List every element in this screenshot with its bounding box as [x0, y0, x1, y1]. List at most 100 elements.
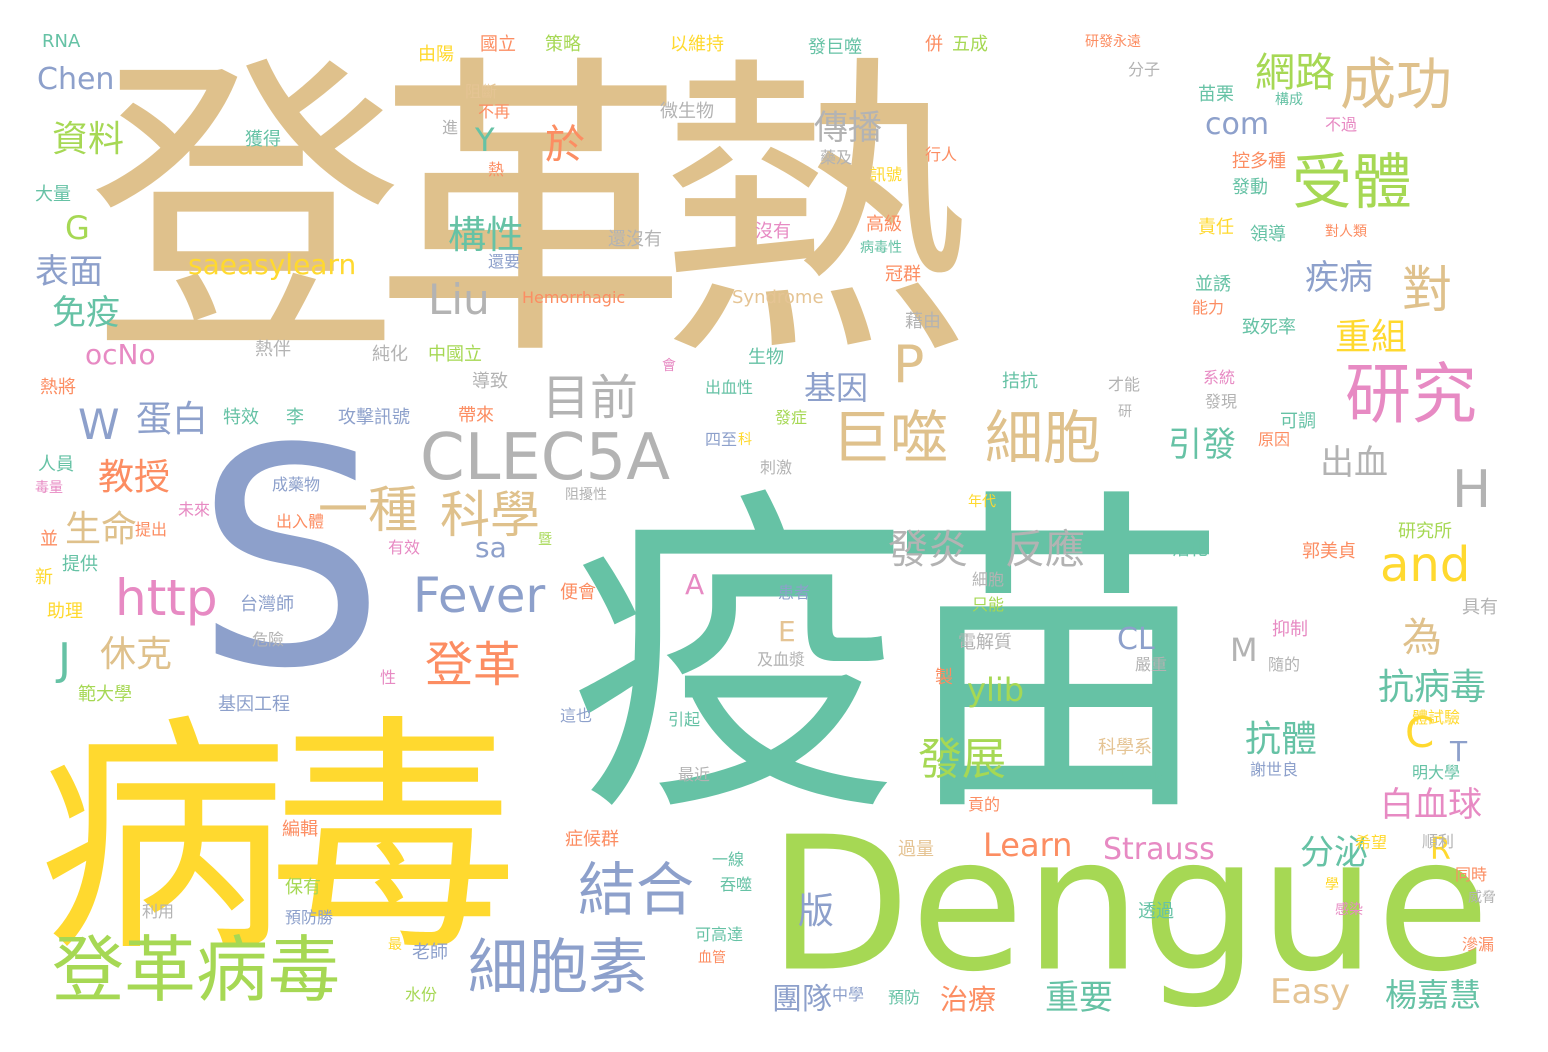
- word: Syndrome: [732, 287, 824, 308]
- word: 抗病毒: [1378, 667, 1487, 708]
- word: 細胞: [985, 404, 1102, 472]
- word: 並: [40, 529, 58, 550]
- word: 獲得: [245, 129, 281, 150]
- word: 年代: [968, 494, 996, 510]
- word: 有效: [388, 538, 421, 557]
- word: 保有: [285, 877, 321, 898]
- word: 利用: [142, 902, 175, 921]
- word: 謝世良: [1250, 760, 1299, 779]
- word: 過量: [898, 839, 934, 860]
- word: 還要: [488, 252, 521, 271]
- word: 研發永遠: [1085, 34, 1141, 50]
- word: 提出: [135, 520, 168, 539]
- word: 版: [798, 891, 835, 932]
- word: 四至: [705, 430, 738, 449]
- word: 未來: [178, 500, 211, 519]
- word: 症候群: [565, 829, 619, 850]
- word: and: [1380, 537, 1471, 593]
- word: 登革: [425, 637, 522, 693]
- word: 順利: [1422, 832, 1455, 851]
- word: 大量: [35, 184, 71, 205]
- word: 發展: [918, 734, 1006, 785]
- word: 攻擊訊號: [338, 407, 410, 428]
- word: 受體: [1292, 148, 1412, 218]
- word: 郭美貞: [1302, 541, 1356, 562]
- word: 對人類: [1325, 224, 1367, 240]
- word: 治療: [940, 983, 997, 1016]
- word: 訊號: [870, 165, 903, 184]
- word: 出血性: [705, 378, 754, 397]
- word: Liu: [428, 275, 490, 324]
- word: 最近: [678, 765, 711, 784]
- word: 一種: [318, 481, 418, 539]
- word: 同時: [1455, 865, 1488, 884]
- word: 發症: [775, 408, 808, 427]
- word: 還沒有: [608, 229, 662, 250]
- word: 純化: [372, 344, 408, 365]
- word: 教授: [98, 457, 171, 498]
- word: 帶來: [458, 405, 494, 426]
- word: 併: [925, 34, 943, 55]
- word: 進: [442, 118, 459, 137]
- word: 目前: [542, 370, 639, 426]
- word: P: [893, 335, 925, 395]
- word: 這也: [560, 706, 593, 725]
- word: 微生物: [660, 101, 714, 122]
- word: 分子: [1128, 60, 1161, 79]
- word: 性: [380, 668, 397, 687]
- word: 最: [388, 937, 402, 953]
- word: 提供: [62, 554, 98, 575]
- word: 五成: [952, 34, 988, 55]
- word: 發動: [1232, 177, 1268, 198]
- word: 由陽: [418, 44, 454, 65]
- word: 研究: [1345, 356, 1477, 433]
- word: 熱伴: [255, 339, 291, 360]
- word: 於: [545, 122, 585, 168]
- word: Strauss: [1103, 832, 1215, 867]
- word: 登革病毒: [52, 928, 341, 1012]
- word: 危險: [252, 630, 285, 649]
- word: G: [65, 209, 90, 247]
- word: Chen: [37, 62, 115, 97]
- word: 網路: [1255, 50, 1335, 96]
- word: 藥及: [820, 148, 853, 167]
- word: 學: [1325, 877, 1339, 893]
- word: 便會: [560, 582, 596, 603]
- word: 生物: [748, 347, 784, 368]
- word: 貢的: [968, 795, 1001, 814]
- word: 毒量: [35, 480, 63, 496]
- word: 疾病: [1305, 258, 1373, 298]
- word: 老師: [412, 942, 448, 963]
- word: 一線: [712, 850, 745, 869]
- word: 具有: [1462, 597, 1498, 618]
- word: 體試驗: [1412, 708, 1461, 727]
- word: 製: [935, 667, 953, 688]
- word: 科學: [440, 486, 540, 544]
- word: 成功: [1340, 53, 1452, 118]
- word: 患者: [778, 583, 811, 602]
- word: 導致: [472, 371, 508, 392]
- word: 蛋白: [136, 399, 209, 440]
- word: 傳播: [814, 108, 882, 148]
- word: 團隊: [772, 982, 832, 1017]
- word: 國立: [480, 34, 516, 55]
- word: 分泌: [1300, 833, 1368, 873]
- word: 引起: [668, 710, 701, 729]
- word: 表面: [35, 252, 103, 292]
- word: 高級: [866, 214, 902, 235]
- word: 阻擾性: [565, 487, 607, 503]
- word: 熱將: [40, 377, 76, 398]
- word: M: [1230, 631, 1258, 669]
- word: 休克: [100, 634, 173, 675]
- word: 基因: [804, 369, 869, 407]
- word: 可調: [1280, 411, 1316, 432]
- word: C: [1405, 708, 1435, 757]
- word: 研: [1118, 404, 1132, 420]
- word: 責任: [1198, 217, 1234, 238]
- word: 研究所: [1398, 521, 1452, 542]
- word: 重要: [1045, 978, 1113, 1018]
- word: Learn: [983, 826, 1073, 864]
- word: 活化: [1172, 539, 1208, 560]
- word: com: [1205, 107, 1270, 142]
